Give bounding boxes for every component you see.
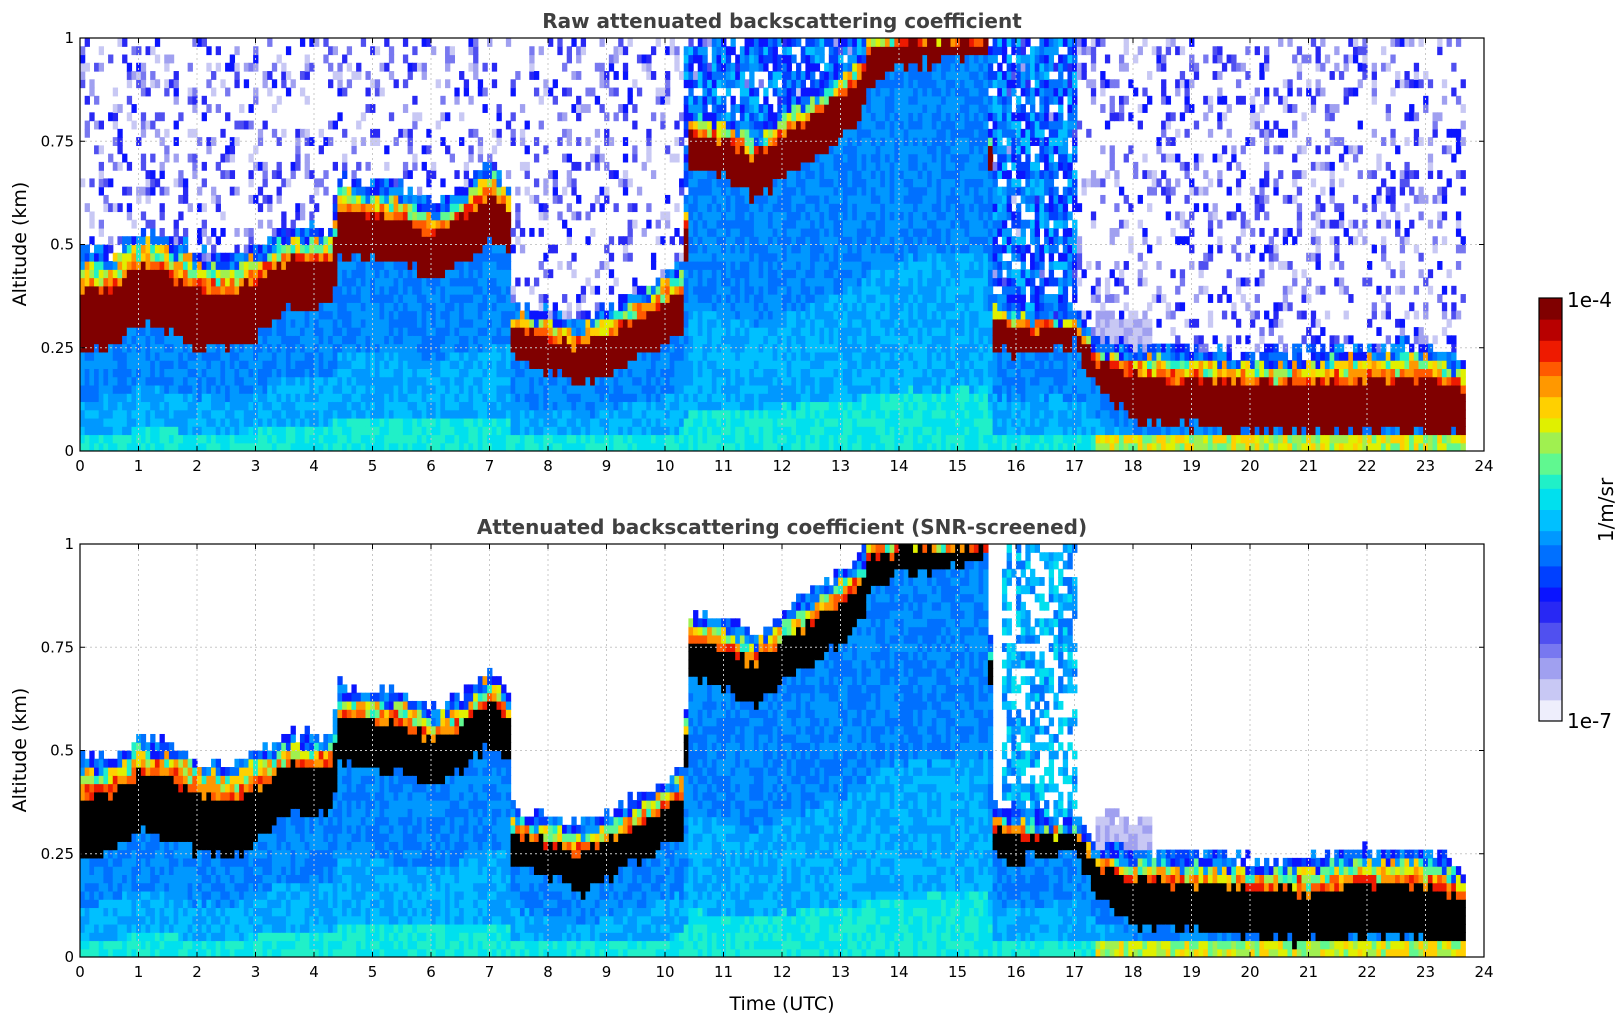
grid-screened [80, 544, 1484, 957]
x-tick-label: 11 [714, 457, 733, 475]
y-tick-label: 0.5 [50, 742, 74, 760]
colorbar-max-label: 1e-4 [1567, 288, 1612, 312]
y-axis-raw: 0 0.25 0.5 0.75 1 [41, 29, 1484, 460]
x-tick-label: 15 [948, 457, 967, 475]
y-tick-label: 0.25 [41, 339, 74, 357]
x-tick-label: 0 [75, 457, 85, 475]
heatmap-raw [80, 38, 1466, 451]
plot-title-raw: Raw attenuated backscattering coefficien… [542, 9, 1022, 33]
x-tick-label: 22 [1357, 457, 1376, 475]
x-tick-label: 10 [655, 963, 674, 981]
x-tick-label: 7 [485, 963, 495, 981]
x-tick-label: 24 [1474, 457, 1493, 475]
y-axis-label-raw: Altitude (km) [9, 182, 31, 307]
x-tick-label: 14 [889, 963, 908, 981]
x-tick-label: 18 [1123, 457, 1142, 475]
x-tick-label: 5 [368, 963, 378, 981]
x-tick-label: 10 [655, 457, 674, 475]
grid-raw [80, 38, 1484, 451]
colorbar-min-label: 1e-7 [1567, 709, 1612, 733]
panel-screened: Attenuated backscattering coefficient (S… [9, 515, 1494, 1015]
y-tick-label: 0 [64, 948, 74, 966]
y-tick-label: 0.25 [41, 845, 74, 863]
y-axis-label-screened: Altitude (km) [9, 688, 31, 813]
x-tick-label: 12 [772, 457, 791, 475]
y-tick-label: 0.5 [50, 236, 74, 254]
x-tick-label: 6 [426, 963, 436, 981]
x-tick-label: 13 [831, 457, 850, 475]
x-tick-label: 1 [134, 963, 144, 981]
x-tick-label: 21 [1299, 457, 1318, 475]
panel-raw: Raw attenuated backscattering coefficien… [9, 9, 1494, 475]
x-tick-label: 7 [485, 457, 495, 475]
x-tick-label: 3 [251, 963, 261, 981]
y-axis-screened: 0 0.25 0.5 0.75 1 [41, 535, 1484, 966]
x-tick-label: 23 [1416, 457, 1435, 475]
heatmap-screened [80, 544, 1466, 957]
x-tick-label: 19 [1182, 457, 1201, 475]
x-tick-label: 18 [1123, 963, 1142, 981]
y-tick-label: 1 [64, 535, 74, 553]
x-tick-label: 14 [889, 457, 908, 475]
x-tick-label: 13 [831, 963, 850, 981]
x-tick-label: 17 [1065, 457, 1084, 475]
x-tick-label: 1 [134, 457, 144, 475]
x-tick-label: 12 [772, 963, 791, 981]
plot-title-screened: Attenuated backscattering coefficient (S… [477, 515, 1087, 539]
x-tick-label: 2 [192, 963, 202, 981]
x-axis-screened: 0 1 2 3 4 5 6 7 8 9 10 11 12 13 14 15 16 17 18 19 20 21 22 23 24 [75, 544, 1494, 981]
y-tick-label: 0.75 [41, 638, 74, 656]
x-tick-label: 17 [1065, 963, 1084, 981]
x-tick-label: 23 [1416, 963, 1435, 981]
y-tick-label: 1 [64, 29, 74, 47]
colorbar: 1e-4 1e-7 1/m/sr [1538, 288, 1618, 733]
x-tick-label: 2 [192, 457, 202, 475]
x-tick-label: 15 [948, 963, 967, 981]
x-tick-label: 19 [1182, 963, 1201, 981]
x-tick-label: 16 [1006, 457, 1025, 475]
x-tick-label: 22 [1357, 963, 1376, 981]
x-tick-label: 4 [309, 963, 319, 981]
x-axis-raw: 0 1 2 3 4 5 6 7 8 9 10 11 12 13 14 15 16 17 18 19 20 21 22 23 24 [75, 38, 1494, 475]
x-tick-label: 0 [75, 963, 85, 981]
x-tick-label: 21 [1299, 963, 1318, 981]
x-tick-label: 5 [368, 457, 378, 475]
colorbar-scale [1539, 298, 1562, 722]
x-tick-label: 11 [714, 963, 733, 981]
x-tick-label: 20 [1240, 457, 1259, 475]
x-tick-label: 24 [1474, 963, 1493, 981]
colorbar-frame [1538, 297, 1563, 722]
x-tick-label: 20 [1240, 963, 1259, 981]
x-tick-label: 8 [543, 457, 553, 475]
x-tick-label: 9 [602, 963, 612, 981]
x-tick-label: 16 [1006, 963, 1025, 981]
colorbar-unit-label: 1/m/sr [1594, 477, 1618, 542]
x-tick-label: 3 [251, 457, 261, 475]
x-tick-label: 8 [543, 963, 553, 981]
x-tick-label: 4 [309, 457, 319, 475]
y-tick-label: 0 [64, 442, 74, 460]
x-axis-label: Time (UTC) [728, 993, 834, 1015]
x-tick-label: 9 [602, 457, 612, 475]
x-tick-label: 6 [426, 457, 436, 475]
y-tick-label: 0.75 [41, 132, 74, 150]
